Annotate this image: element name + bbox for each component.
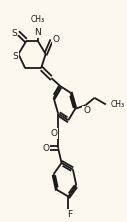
Text: O: O [42, 144, 49, 153]
Text: O: O [83, 106, 90, 115]
Text: S: S [12, 52, 18, 61]
Text: O: O [50, 129, 57, 138]
Text: CH₃: CH₃ [111, 100, 125, 109]
Text: O: O [52, 35, 59, 44]
Text: N: N [34, 28, 41, 37]
Text: F: F [68, 210, 73, 219]
Text: CH₃: CH₃ [31, 15, 45, 24]
Text: S: S [11, 29, 17, 38]
